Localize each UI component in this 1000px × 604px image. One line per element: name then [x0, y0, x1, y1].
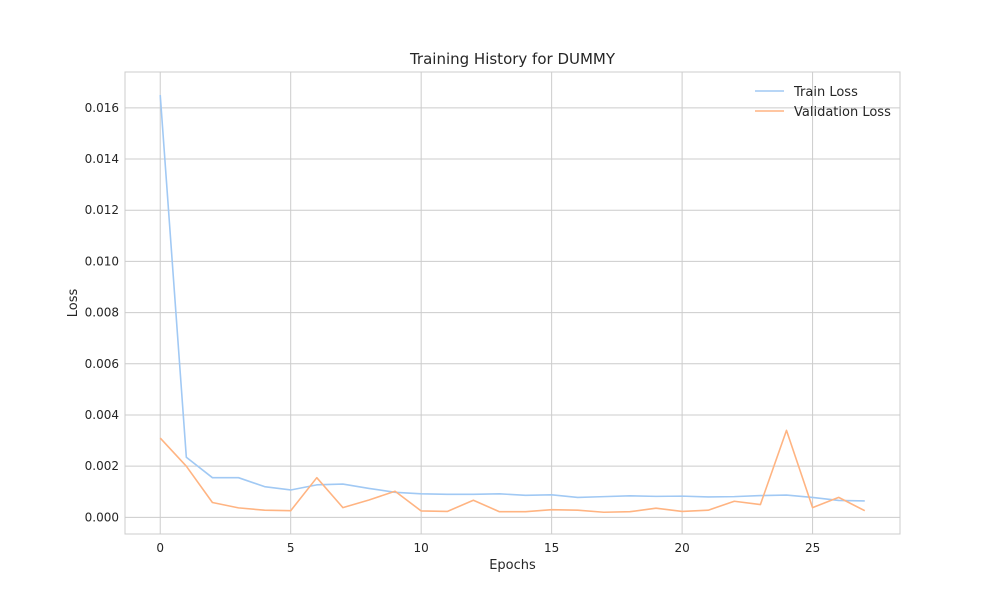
series-line-train-loss [159, 94, 865, 502]
y-tick-label: 0.004 [85, 408, 119, 422]
x-tick-label: 0 [156, 541, 164, 555]
grid-lines [125, 72, 900, 534]
x-tick-label: 20 [674, 541, 689, 555]
series-line-validation-loss [159, 429, 866, 514]
y-tick-label: 0.002 [85, 459, 119, 473]
chart-title: Training History for DUMMY [409, 50, 616, 68]
axes: 0 5 10 15 20 25 0.000 0.002 0.004 0.006 0.008 0.010… [85, 71, 901, 555]
legend-label: Train Loss [793, 85, 858, 100]
x-tick-label: 25 [805, 541, 820, 555]
x-tick-label: 10 [414, 541, 429, 555]
legend-label: Validation Loss [794, 105, 891, 120]
y-tick-label: 0.008 [85, 306, 119, 320]
x-tick-label: 15 [544, 541, 559, 555]
y-tick-label: 0.000 [85, 510, 119, 524]
y-tick-label: 0.010 [85, 254, 119, 268]
x-tick-label: 5 [287, 541, 295, 555]
y-tick-label: 0.016 [85, 101, 119, 115]
y-tick-label: 0.012 [85, 203, 119, 217]
x-axis-label: Epochs [489, 558, 536, 573]
y-tick-label: 0.006 [85, 357, 119, 371]
y-tick-label: 0.014 [85, 152, 119, 166]
y-axis-label: Loss [66, 289, 81, 318]
plot-frame [124, 71, 901, 535]
legend: Train Loss Validation Loss [755, 85, 891, 120]
series-lines [159, 94, 866, 514]
